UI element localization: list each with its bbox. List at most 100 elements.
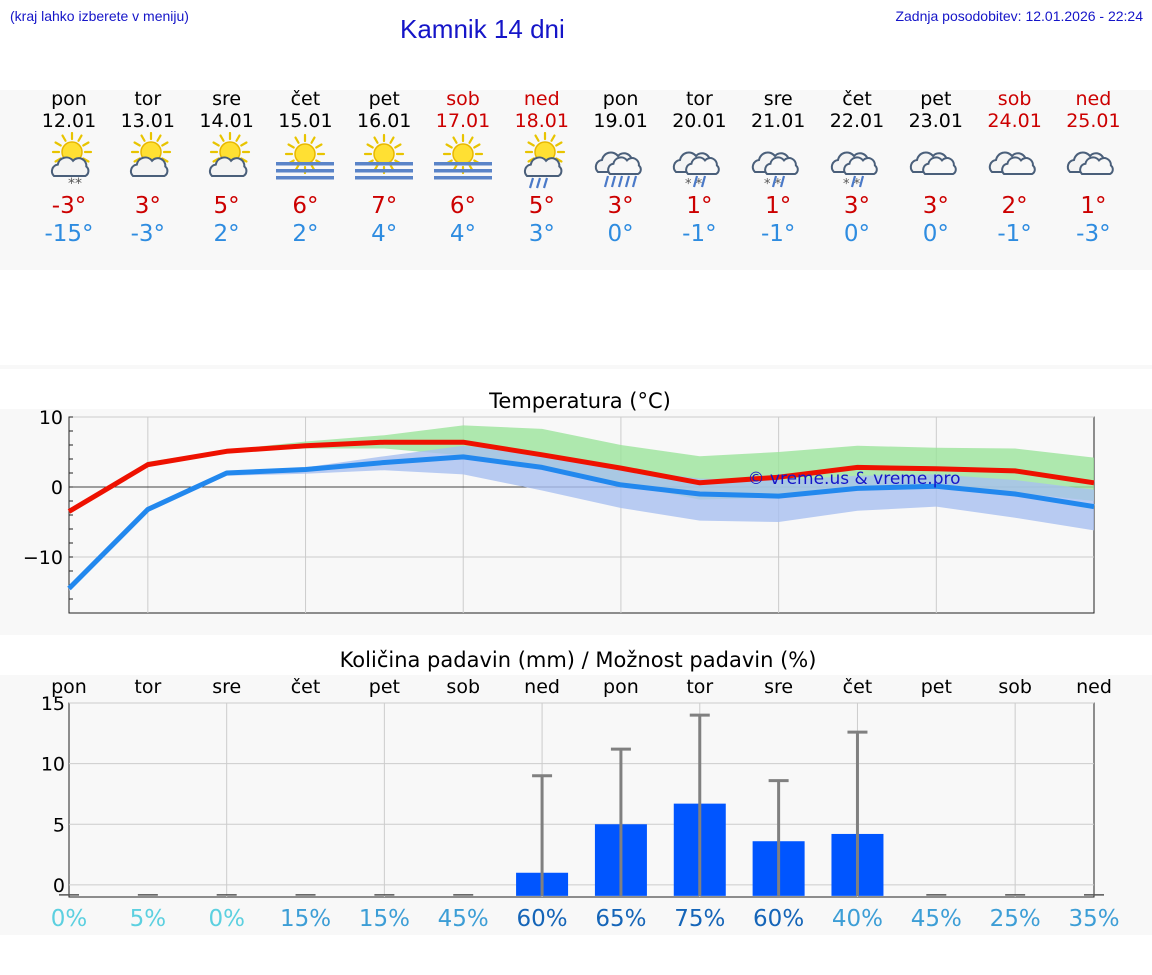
day-date: 25.01 [1066, 110, 1121, 132]
y-tick-label: 10 [39, 407, 63, 429]
day-name: čet [842, 88, 872, 110]
sun-cloud-rain-icon [502, 132, 582, 190]
probability-label: 35% [1068, 906, 1119, 932]
probability-label: 40% [832, 906, 883, 932]
probability-label: 45% [438, 906, 489, 932]
divider [0, 365, 1152, 369]
temp-max: 1° [765, 193, 792, 219]
probability-label: 60% [517, 906, 568, 932]
sun-cloud-icon [108, 132, 188, 190]
day-date: 14.01 [199, 110, 254, 132]
x-tick-label: ned [1076, 676, 1112, 698]
cloud-icon [1053, 132, 1133, 190]
day-date: 21.01 [750, 110, 806, 132]
probability-label: 15% [280, 906, 331, 932]
temp-max: 6° [449, 193, 477, 219]
day-name: pet [920, 88, 952, 110]
precipitation-chart: Količina padavin (mm) / Možnost padavin … [41, 648, 1120, 932]
y-tick-label: 0 [53, 875, 65, 897]
day-column: ned 25.01 1° -3° [1053, 88, 1133, 248]
day-name: čet [290, 88, 321, 110]
day-column: sre 21.01 * * 1° -1° [738, 88, 818, 248]
day-date: 12.01 [41, 110, 97, 132]
day-name: sre [763, 88, 793, 110]
temp-max: 5° [213, 193, 240, 219]
day-date: 19.01 [593, 110, 648, 132]
temp-min: -3° [1076, 221, 1111, 247]
y-tick-label: 10 [41, 754, 65, 776]
band-min [69, 445, 1094, 591]
svg-text:**: ** [68, 176, 82, 190]
day-date: 23.01 [908, 110, 963, 132]
day-column: sob 24.01 2° -1° [975, 88, 1055, 248]
y-tick-label: 5 [53, 814, 65, 836]
day-date: 17.01 [435, 110, 491, 132]
day-column: pon 19.01 3° 0° [581, 88, 661, 248]
temp-min: 4° [371, 221, 398, 247]
x-tick-label: sob [446, 676, 480, 698]
day-column: tor 20.01 * * 1° -1° [659, 88, 739, 248]
region-hint[interactable]: (kraj lahko izberete v meniju) [10, 8, 189, 24]
temp-min: 3° [528, 221, 555, 247]
day-date: 20.01 [672, 110, 727, 132]
probability-label: 0% [51, 906, 88, 932]
day-name: ned [523, 88, 560, 110]
temp-max: 5° [528, 193, 555, 219]
day-column: pon 12.01 ** -3° -15° [29, 88, 109, 248]
day-name: tor [134, 88, 162, 110]
day-date: 13.01 [120, 110, 175, 132]
line-max [67, 439, 1095, 514]
day-column: čet 15.01 6° 2° [265, 88, 345, 248]
x-tick-label: sre [764, 676, 793, 698]
x-tick-label: pon [51, 676, 87, 698]
probability-label: 5% [130, 906, 167, 932]
y-tick-label: −10 [23, 547, 63, 569]
temp-min: 4° [449, 221, 477, 247]
probability-label: 65% [595, 906, 646, 932]
temp-min: -1° [682, 221, 717, 247]
sun-cloud-icon [187, 132, 267, 190]
x-tick-label: pet [369, 676, 400, 698]
x-tick-label: tor [134, 676, 161, 698]
temp-min: 2° [213, 221, 240, 247]
day-name: pon [51, 88, 87, 110]
probability-label: 60% [753, 906, 804, 932]
day-date: 24.01 [987, 110, 1042, 132]
chart-title: Količina padavin (mm) / Možnost padavin … [340, 648, 817, 672]
page-title: Kamnik 14 dni [400, 14, 565, 44]
probability-label: 25% [990, 906, 1041, 932]
watermark: © vreme.us & vreme.pro [747, 469, 960, 489]
temp-min: -3° [130, 221, 166, 247]
x-tick-label: čet [843, 676, 873, 698]
last-update: Zadnja posodobitev: 12.01.2026 - 22:24 [895, 8, 1143, 24]
x-tick-label: ned [524, 676, 560, 698]
chart-title: Temperatura (°C) [488, 389, 671, 413]
temp-min: 0° [607, 221, 634, 247]
cloud-sleet-icon: * * [817, 132, 897, 190]
day-name: pon [602, 88, 639, 110]
temp-min: 2° [292, 221, 319, 247]
day-name: tor [685, 88, 713, 110]
x-tick-label: pon [603, 676, 639, 698]
cloud-sleet-icon: * * [659, 132, 739, 190]
temp-max: 3° [843, 193, 871, 219]
cloud-icon [896, 132, 976, 190]
x-tick-label: čet [291, 676, 321, 698]
x-tick-label: sre [212, 676, 241, 698]
probability-label: 0% [208, 906, 245, 932]
temp-min: 0° [843, 221, 871, 247]
temp-max: 1° [686, 193, 713, 219]
cloud-rain-icon [581, 132, 661, 190]
day-date: 22.01 [829, 110, 885, 132]
temp-max: 7° [371, 193, 398, 219]
day-column: čet 22.01 * * 3° 0° [817, 88, 897, 248]
day-column: ned 18.01 5° 3° [502, 88, 582, 248]
day-name: sob [446, 88, 480, 110]
temp-max: 3° [134, 193, 161, 219]
line-min [67, 454, 1095, 591]
day-name: sob [997, 88, 1032, 110]
x-tick-label: pet [921, 676, 952, 698]
x-tick-label: sob [998, 676, 1032, 698]
probability-label: 45% [911, 906, 962, 932]
sun-fog-icon [344, 132, 424, 190]
